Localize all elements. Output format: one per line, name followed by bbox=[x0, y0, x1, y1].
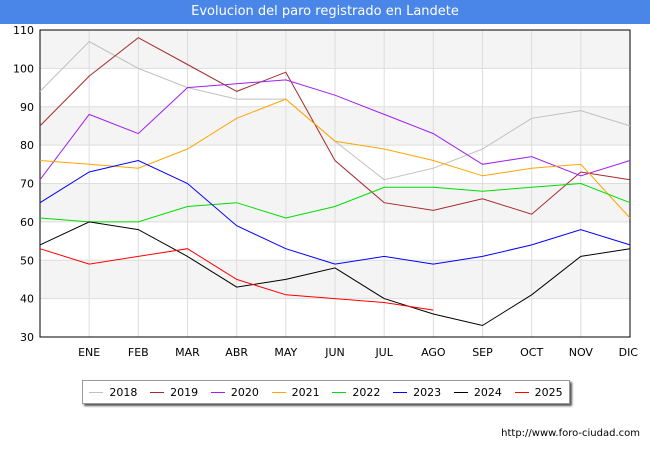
legend-label: 2025 bbox=[534, 385, 563, 399]
series-line-2021 bbox=[39, 98, 631, 219]
y-tick-label: 30 bbox=[20, 331, 34, 344]
x-tick-label: ENE bbox=[78, 346, 100, 359]
x-tick-label: FEB bbox=[128, 346, 149, 359]
legend-label: 2018 bbox=[109, 385, 138, 399]
x-tick-label: SEP bbox=[472, 346, 493, 359]
legend-label: 2019 bbox=[170, 385, 199, 399]
y-tick-label: 60 bbox=[20, 216, 34, 229]
legend-item-2018: 2018 bbox=[89, 386, 137, 399]
legend: 2018 2019 2020 2021 2022 2023 2024 2025 bbox=[82, 380, 570, 404]
legend-swatch bbox=[514, 391, 529, 393]
legend-label: 2024 bbox=[473, 385, 502, 399]
x-tick-label: JUN bbox=[324, 346, 345, 359]
legend-item-2020: 2020 bbox=[210, 385, 259, 399]
series-line-2019 bbox=[39, 37, 631, 215]
series-line-2022 bbox=[39, 182, 631, 223]
x-tick-label: AGO bbox=[421, 346, 446, 359]
series-line-2024 bbox=[39, 221, 631, 327]
y-tick-label: 80 bbox=[20, 139, 34, 152]
y-tick-label: 100 bbox=[13, 62, 34, 75]
legend-label: 2022 bbox=[352, 385, 381, 399]
y-tick-label: 110 bbox=[13, 24, 34, 37]
legend-item-2024: 2024 bbox=[453, 385, 502, 399]
legend-label: 2020 bbox=[230, 385, 259, 399]
chart-title: Evolucion del paro registrado en Landete bbox=[0, 0, 650, 24]
x-tick-label: OCT bbox=[520, 346, 543, 359]
plot-area bbox=[39, 29, 631, 338]
legend-item-2025: 2025 bbox=[514, 385, 563, 399]
legend-swatch bbox=[393, 391, 408, 393]
legend-swatch bbox=[271, 391, 286, 393]
legend-item-2023: 2023 bbox=[393, 386, 441, 399]
y-tick-label: 40 bbox=[20, 293, 34, 306]
legend-swatch bbox=[210, 391, 225, 393]
x-tick-label: MAR bbox=[175, 346, 200, 359]
line-chart: 30 40 50 60 70 80 90 100 110 ENE FEB MAR ABR MAY JUN J… bbox=[13, 24, 639, 359]
legend-item-2021: 2021 bbox=[271, 385, 320, 399]
legend-item-2022: 2022 bbox=[332, 386, 380, 399]
series-line-2025 bbox=[39, 248, 434, 311]
x-tick-label: JUL bbox=[374, 346, 393, 359]
y-tick-label: 50 bbox=[20, 254, 34, 267]
legend-swatch bbox=[150, 391, 165, 393]
legend-label: 2023 bbox=[413, 385, 442, 399]
x-tick-label: ABR bbox=[225, 346, 248, 359]
y-tick-label: 90 bbox=[20, 101, 34, 114]
series-line-2023 bbox=[39, 159, 631, 265]
legend-swatch bbox=[89, 391, 104, 393]
legend-item-2019: 2019 bbox=[150, 386, 198, 399]
legend-label: 2021 bbox=[291, 385, 320, 399]
x-tick-label: MAY bbox=[274, 346, 297, 359]
x-tick-label: NOV bbox=[569, 346, 594, 359]
legend-swatch bbox=[453, 391, 468, 393]
x-tick-label: DIC bbox=[619, 346, 639, 359]
source-url: http://www.foro-ciudad.com bbox=[501, 428, 640, 439]
y-tick-label: 70 bbox=[20, 178, 34, 191]
series-line-2020 bbox=[39, 79, 631, 181]
legend-swatch bbox=[332, 391, 347, 393]
